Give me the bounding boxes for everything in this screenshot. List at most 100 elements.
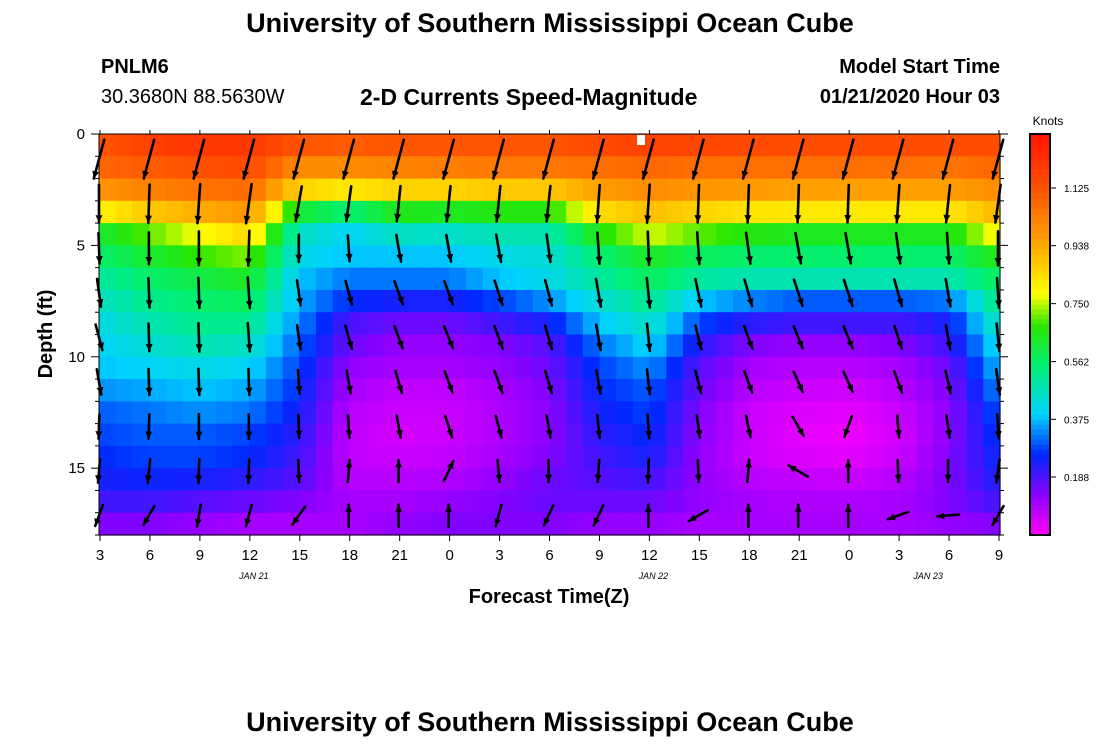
vector-head [444, 213, 451, 222]
current-vector [494, 414, 503, 439]
heatmap-cell [766, 468, 784, 492]
heatmap-cell [499, 200, 517, 224]
colorbar-segment [1030, 189, 1050, 195]
vector-head [895, 255, 903, 264]
heatmap-cell [99, 312, 117, 336]
heatmap-cell [899, 312, 918, 336]
colorbar-segment [1030, 424, 1050, 431]
current-vector [243, 182, 253, 225]
heatmap-cell [499, 178, 517, 202]
x-tick-label: 21 [391, 547, 408, 564]
heatmap-cell [499, 490, 517, 514]
heatmap-cell [449, 178, 467, 202]
heatmap-cell [599, 423, 617, 447]
vector-head [496, 254, 504, 262]
vector-head [446, 429, 454, 438]
vector-head [446, 384, 454, 393]
current-vector [644, 503, 652, 528]
heatmap-cell [733, 490, 751, 514]
colorbar-segment [1030, 449, 1050, 456]
heatmap-cell [382, 245, 400, 269]
heatmap-cell [299, 223, 317, 246]
heatmap-cell [766, 490, 784, 514]
heatmap-cell [699, 267, 717, 291]
current-vector [295, 323, 303, 351]
heatmap-cell [632, 379, 651, 402]
vector-head [645, 257, 653, 265]
heatmap-cell [949, 512, 968, 536]
current-vector [245, 412, 253, 441]
heatmap-cell [449, 312, 467, 336]
colorbar-segment [1030, 379, 1050, 386]
heatmap-cell [966, 423, 984, 447]
current-vector [495, 458, 503, 484]
current-vector [395, 503, 403, 528]
heatmap-cell [466, 379, 484, 402]
colorbar-segment [1030, 154, 1050, 160]
heatmap-cell [416, 312, 434, 336]
current-vector [245, 276, 253, 310]
vector-head [145, 215, 153, 223]
current-vector [844, 183, 852, 224]
current-vector [494, 233, 504, 264]
heatmap-cell [783, 512, 801, 536]
heatmap-cell [265, 289, 284, 313]
heatmap-cell [566, 200, 584, 224]
heatmap-cell [566, 134, 584, 157]
heatmap-cell [215, 156, 234, 180]
current-vector [893, 183, 901, 224]
heatmap-cell [365, 468, 384, 492]
vector-head [145, 300, 153, 308]
heatmap-cell [933, 334, 951, 358]
vector-head [195, 344, 203, 352]
current-vector [691, 138, 705, 180]
heatmap-cell [499, 423, 517, 447]
colorbar-segment [1030, 284, 1050, 290]
heatmap-cell [315, 200, 334, 224]
heatmap-cell [349, 423, 367, 447]
heatmap-cell [549, 445, 567, 469]
current-vector [944, 324, 953, 351]
heatmap-cell [716, 223, 734, 246]
heatmap-cell [132, 312, 150, 336]
heatmap-cell [616, 267, 634, 291]
heatmap-cell [382, 134, 400, 157]
heatmap-cell [299, 468, 317, 492]
heatmap-cell [349, 512, 367, 536]
heatmap-cell [165, 312, 184, 336]
vector-head [937, 512, 945, 520]
colorbar-segment [1030, 349, 1050, 356]
heatmap-cell [115, 490, 133, 514]
heatmap-cell [649, 490, 667, 514]
heatmap-cell [532, 401, 551, 425]
colorbar-segment [1030, 429, 1050, 436]
heatmap-cell [849, 156, 868, 180]
heatmap-cell [482, 334, 501, 358]
heatmap-cell [365, 156, 384, 180]
heatmap-cell [132, 223, 150, 246]
heatmap-cell [299, 156, 317, 180]
heatmap-cell [432, 334, 450, 358]
heatmap-cell [849, 512, 868, 536]
heatmap-cell [933, 512, 951, 536]
heatmap-cell [215, 468, 234, 492]
current-vector [743, 369, 754, 394]
heatmap-cell [516, 134, 534, 157]
heatmap-cell [716, 423, 734, 447]
heatmap-cell [482, 223, 501, 246]
heatmap-cell [115, 289, 133, 313]
heatmap-cell [549, 468, 567, 492]
colorbar-segment [1030, 394, 1050, 401]
heatmap-cell [232, 289, 250, 313]
current-vector [292, 138, 306, 180]
current-vector [787, 464, 810, 478]
current-vector [395, 414, 403, 439]
current-vector [493, 324, 505, 350]
heatmap-cell [549, 423, 567, 447]
heatmap-cell [466, 445, 484, 469]
heatmap-cell [783, 490, 801, 514]
heatmap-cell [115, 379, 133, 402]
vector-head [145, 475, 152, 483]
heatmap-cell [299, 267, 317, 291]
current-vector [194, 503, 203, 528]
